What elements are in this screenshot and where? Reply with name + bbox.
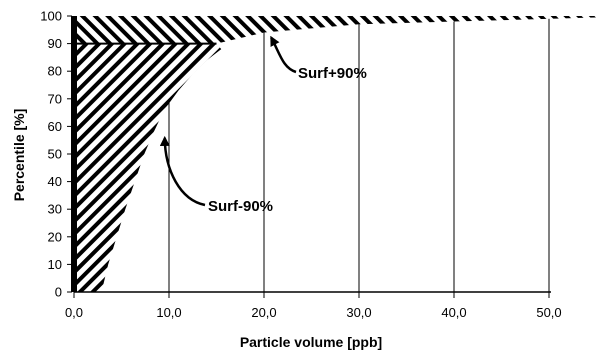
x-tick-label: 10,0: [156, 305, 181, 320]
axes-layer: [71, 16, 551, 293]
series-layer: [74, 16, 599, 292]
y-tick-label: 100: [40, 9, 62, 24]
annotation-label-surf-plus90: Surf+90%: [298, 65, 367, 82]
y-tick-label: 80: [48, 64, 62, 79]
y-tick-label: 60: [48, 119, 62, 134]
series-surf-plus90-area: [74, 16, 599, 44]
tick-labels: 0 10 20 30 40 50 60 70 80 90 100 0,0 10,0 20,0 30,0 40,…: [40, 9, 561, 321]
x-tick-label: 30,0: [346, 305, 371, 320]
y-axis-line: [71, 16, 77, 292]
x-tick-label: 0,0: [65, 305, 83, 320]
series-surf-minus90-area: [74, 43, 222, 292]
annotation-arrow-surf-plus90: [270, 35, 297, 74]
y-tick-label: 20: [48, 229, 62, 244]
x-tick-label: 50,0: [536, 305, 561, 320]
y-tick-label: 0: [55, 285, 62, 300]
y-axis-title: Percentile [%]: [11, 109, 27, 202]
annotation-arrow-surf-minus90: [159, 135, 206, 207]
x-tick-label: 20,0: [251, 305, 276, 320]
vertical-gridlines: [168, 16, 550, 292]
y-tick-label: 10: [48, 257, 62, 272]
x-tick-label: 40,0: [441, 305, 466, 320]
y-tick-label: 90: [48, 36, 62, 51]
y-tick-label: 30: [48, 202, 62, 217]
y-tick-label: 70: [48, 91, 62, 106]
y-tick-label: 40: [48, 174, 62, 189]
y-tick-label: 50: [48, 147, 62, 162]
x-axis-title: Particle volume [ppb]: [240, 334, 382, 350]
annotation-label-surf-minus90: Surf-90%: [208, 198, 273, 215]
annotations: Surf+90% Surf-90%: [159, 35, 367, 215]
